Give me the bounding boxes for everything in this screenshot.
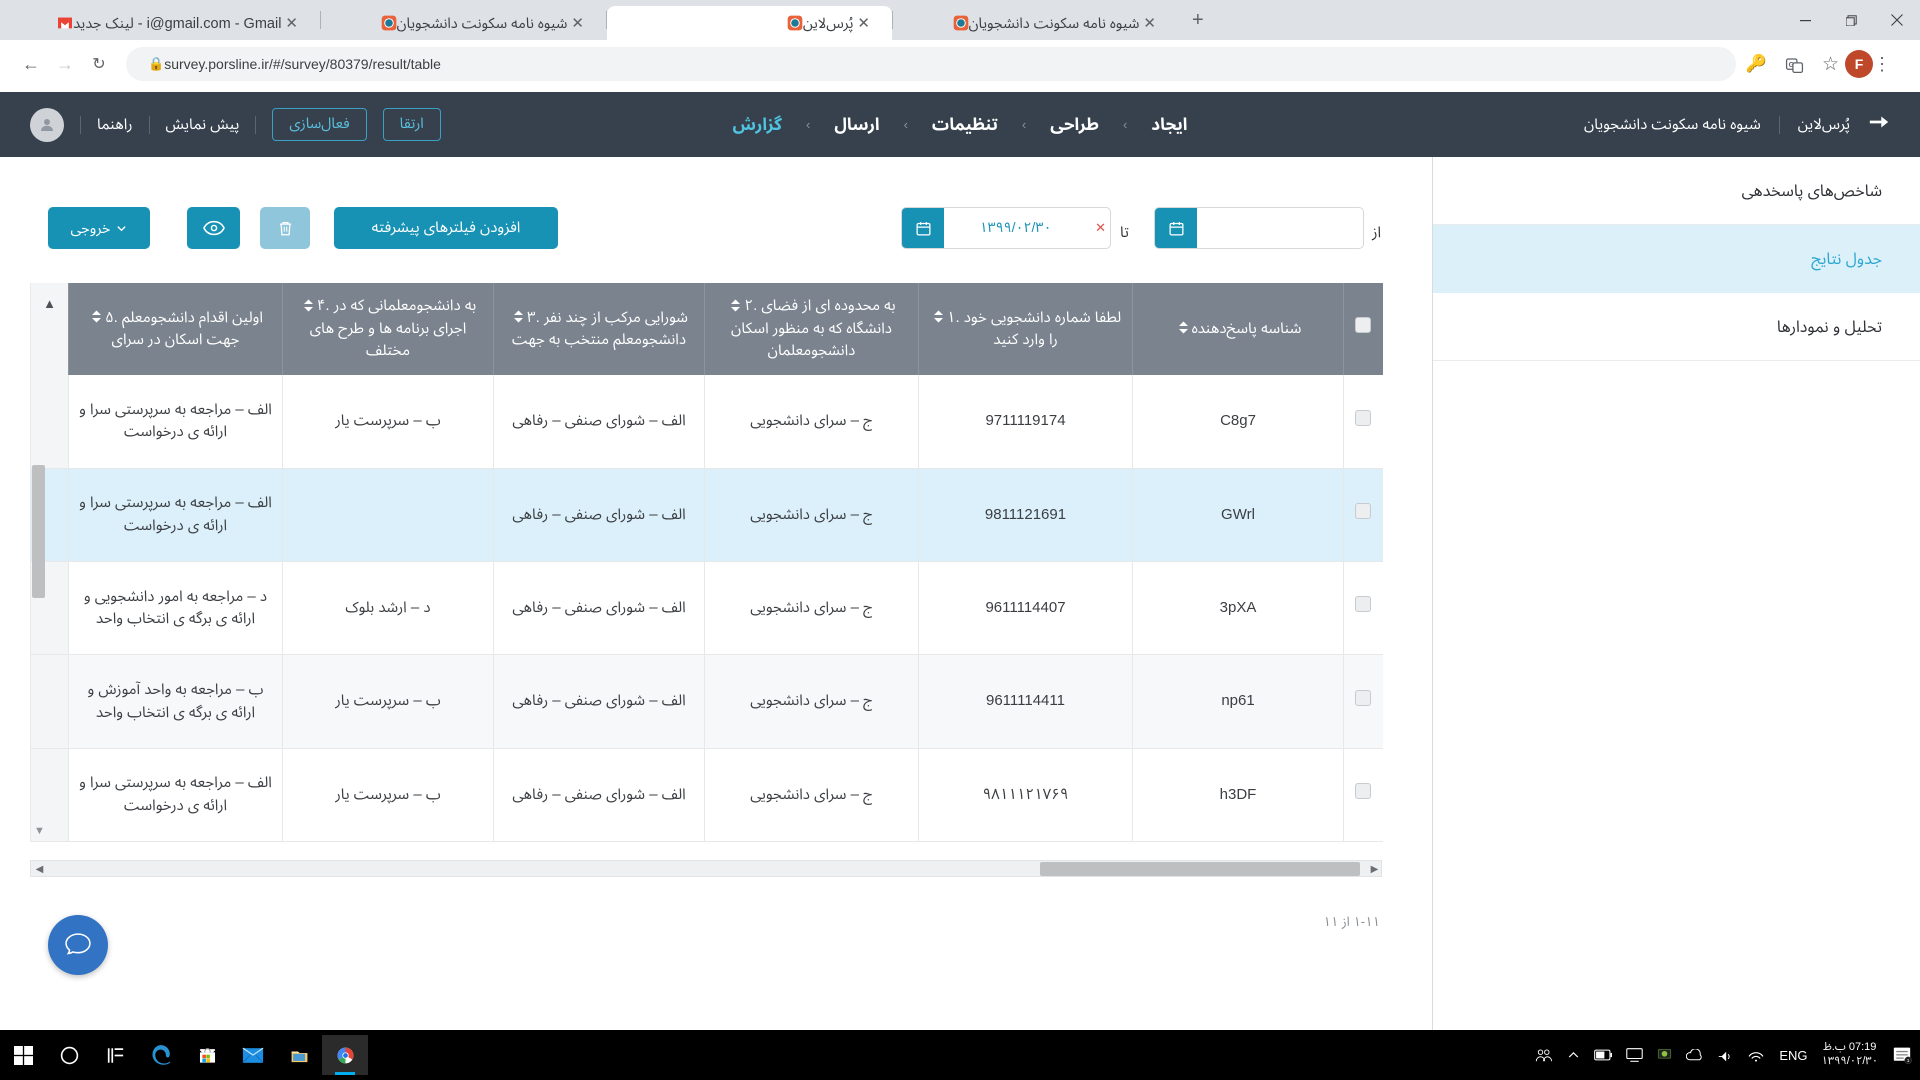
svg-text:1: 1 [1907,1058,1910,1064]
